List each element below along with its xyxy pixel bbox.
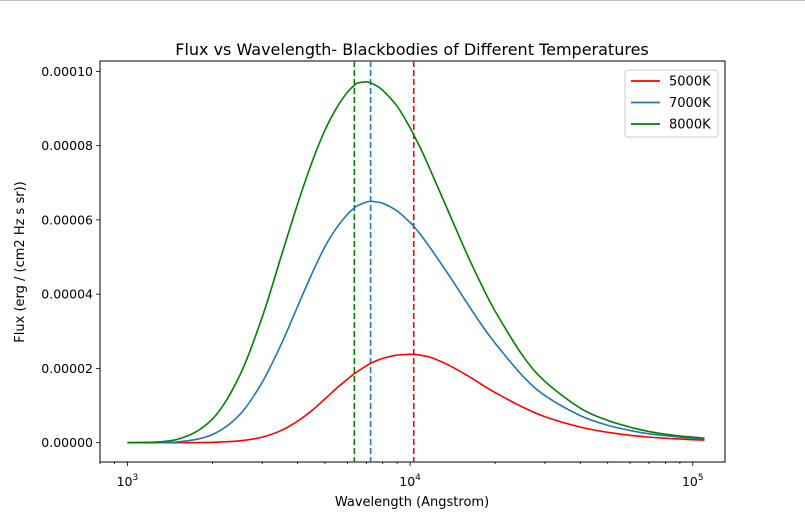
series-lines xyxy=(127,80,705,444)
x-tick-exponent: 5 xyxy=(698,473,704,483)
y-tick-label: 0.00006 xyxy=(41,212,93,227)
series-line-5000K xyxy=(127,353,705,444)
legend-label-7000K: 7000K xyxy=(669,96,711,111)
chart-title: Flux vs Wavelength- Blackbodies of Diffe… xyxy=(175,40,649,59)
x-tick-exponent: 3 xyxy=(132,473,138,483)
peak-wavelength-lines xyxy=(353,61,415,462)
y-tick-label: 0.00002 xyxy=(41,361,93,376)
series-line-7000K xyxy=(127,200,705,444)
y-tick-label: 0.00004 xyxy=(41,287,93,302)
legend-label-8000K: 8000K xyxy=(669,118,711,133)
y-tick-label: 0.00008 xyxy=(41,138,93,153)
y-tick-label: 0.00000 xyxy=(41,435,93,450)
legend: 5000K 7000K 8000K xyxy=(624,69,719,138)
x-tick-base: 10 xyxy=(399,474,415,489)
window-top-border xyxy=(0,0,805,1)
series-line-8000K xyxy=(127,80,705,444)
x-ticks: 103 104 105 xyxy=(117,462,704,489)
plot-frame xyxy=(99,60,726,463)
x-tick-base: 10 xyxy=(682,474,698,489)
x-tick-label: 105 xyxy=(682,473,704,489)
y-ticks: 0.00000 0.00002 0.00004 0.00006 0.00008 0.000… xyxy=(41,64,100,450)
x-tick-label: 104 xyxy=(399,473,421,489)
x-minor-ticks xyxy=(99,462,681,464)
x-tick-exponent: 4 xyxy=(415,473,421,483)
legend-label-5000K: 5000K xyxy=(669,75,711,90)
legend-box xyxy=(624,69,719,138)
y-tick-label: 0.00010 xyxy=(41,64,93,79)
x-tick-base: 10 xyxy=(117,474,133,489)
x-axis-label: Wavelength (Angstrom) xyxy=(335,495,489,510)
x-tick-label: 103 xyxy=(117,473,139,489)
y-axis-label: Flux (erg / (cm2 Hz s sr)) xyxy=(13,181,28,342)
